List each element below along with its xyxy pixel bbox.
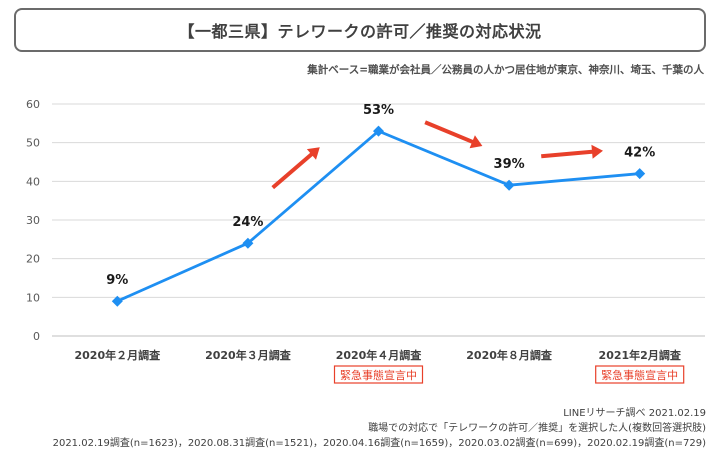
- state-of-emergency-label: 緊急事態宣言中: [340, 368, 417, 382]
- x-tick-label: 2020年２月調査: [74, 348, 160, 362]
- trend-arrow-shaft: [271, 149, 317, 190]
- state-of-emergency-badge: [333, 365, 424, 384]
- source-note: LINEリサーチ調べ 2021.02.19: [563, 408, 706, 419]
- data-label: 39%: [494, 157, 525, 172]
- data-label: 42%: [624, 146, 655, 161]
- data-point: [373, 125, 384, 137]
- question-note: 職場での対応で「テレワークの許可／推奨」を選択した人(複数回答選択肢): [368, 423, 706, 434]
- y-tick-label: 0: [33, 330, 40, 343]
- data-point: [634, 168, 646, 180]
- y-tick-label: 20: [26, 253, 40, 266]
- chart-title: 【一都三県】テレワークの許可／推奨の対応状況: [14, 8, 706, 52]
- x-tick-label: 2020年３月調査: [205, 348, 291, 362]
- x-tick-label: 2021年2月調査: [599, 348, 681, 362]
- x-tick-label: 2020年４月調査: [336, 348, 422, 362]
- y-tick-label: 40: [26, 175, 40, 188]
- sample-size-note: 2021.02.19調査(n=1623)，2020.08.31調査(n=1521…: [52, 438, 706, 449]
- series-line: [116, 129, 640, 303]
- trend-arrow-shaft: [541, 149, 597, 159]
- line-chart: 0 10 20 30 40 50 60 2020年２月調査 2020年３月調査 2020年４月調査…: [26, 98, 705, 384]
- data-point: [242, 237, 254, 249]
- x-tick-label: 2020年８月調査: [466, 348, 552, 362]
- data-label: 53%: [363, 103, 394, 118]
- y-tick-label: 50: [26, 137, 40, 150]
- trend-arrow-head: [306, 147, 320, 160]
- y-tick-label: 10: [26, 291, 40, 304]
- data-point: [111, 295, 123, 307]
- trend-arrow-head: [591, 144, 603, 159]
- y-tick-label: 60: [26, 98, 40, 111]
- state-of-emergency-label: 緊急事態宣言中: [601, 368, 678, 382]
- data-label: 9%: [106, 273, 128, 288]
- data-point: [503, 179, 515, 191]
- data-label: 24%: [232, 215, 263, 230]
- state-of-emergency-badge: [595, 365, 685, 384]
- y-tick-label: 30: [26, 214, 40, 227]
- trend-arrow-head: [469, 135, 483, 149]
- basis-note: 集計ベース=職業が会社員／公務員の人かつ居住地が東京、神奈川、埼玉、千葉の人: [307, 64, 704, 76]
- trend-arrow-shaft: [424, 120, 478, 146]
